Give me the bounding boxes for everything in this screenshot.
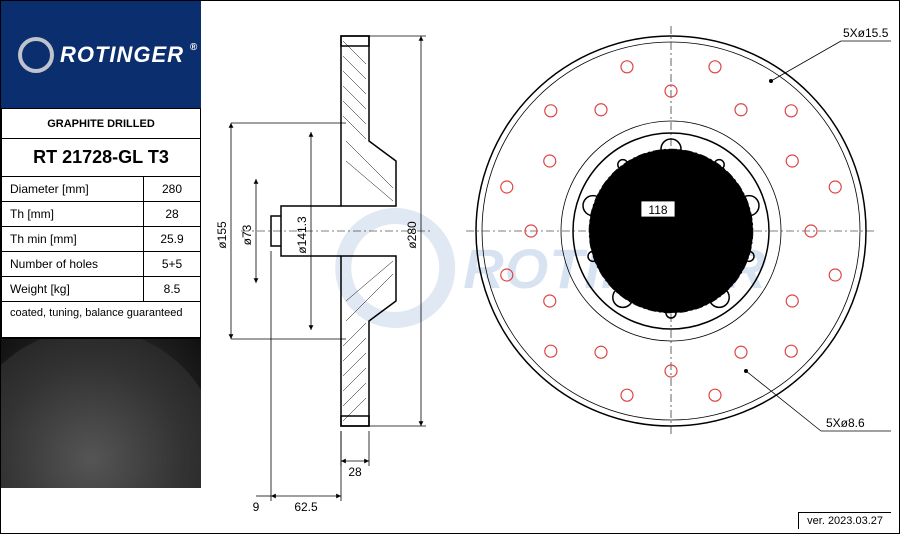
- spec-value: 280: [144, 177, 200, 201]
- svg-text:ø73: ø73: [240, 224, 254, 245]
- svg-text:118: 118: [648, 203, 667, 217]
- section-view: ø155 ø73 ø141.3 ø280 28 62.5 9: [215, 36, 431, 514]
- brand-logo: ROTINGER: [1, 1, 201, 109]
- svg-text:28: 28: [348, 465, 362, 479]
- spec-value: 8.5: [144, 277, 200, 301]
- svg-text:ø155: ø155: [215, 221, 229, 249]
- svg-text:9: 9: [253, 500, 260, 514]
- spec-value: 28: [144, 202, 200, 226]
- spec-value: 5+5: [144, 252, 200, 276]
- technical-drawing: ø155 ø73 ø141.3 ø280 28 62.5 9: [201, 1, 900, 535]
- spec-label: Weight [kg]: [2, 277, 144, 301]
- svg-text:5Xø15.5: 5Xø15.5: [843, 26, 889, 40]
- svg-text:ø280: ø280: [405, 221, 419, 249]
- brand-name: ROTINGER: [60, 42, 184, 68]
- product-photo: [1, 338, 201, 488]
- svg-text:62.5: 62.5: [294, 500, 318, 514]
- spec-note: coated, tuning, balance guaranteed: [10, 307, 182, 332]
- svg-text:ø141.3: ø141.3: [295, 216, 309, 254]
- face-view: [466, 26, 876, 436]
- spec-table: GRAPHITE DRILLED RT 21728-GL T3 Diameter…: [1, 109, 201, 338]
- spec-header: GRAPHITE DRILLED: [47, 118, 155, 130]
- spec-label: Diameter [mm]: [2, 177, 144, 201]
- spec-value: 25.9: [144, 227, 200, 251]
- spec-label: Number of holes: [2, 252, 144, 276]
- spec-label: Th [mm]: [2, 202, 144, 226]
- spec-label: Th min [mm]: [2, 227, 144, 251]
- svg-text:5Xø8.6: 5Xø8.6: [826, 416, 865, 430]
- part-number: RT 21728-GL T3: [33, 147, 169, 168]
